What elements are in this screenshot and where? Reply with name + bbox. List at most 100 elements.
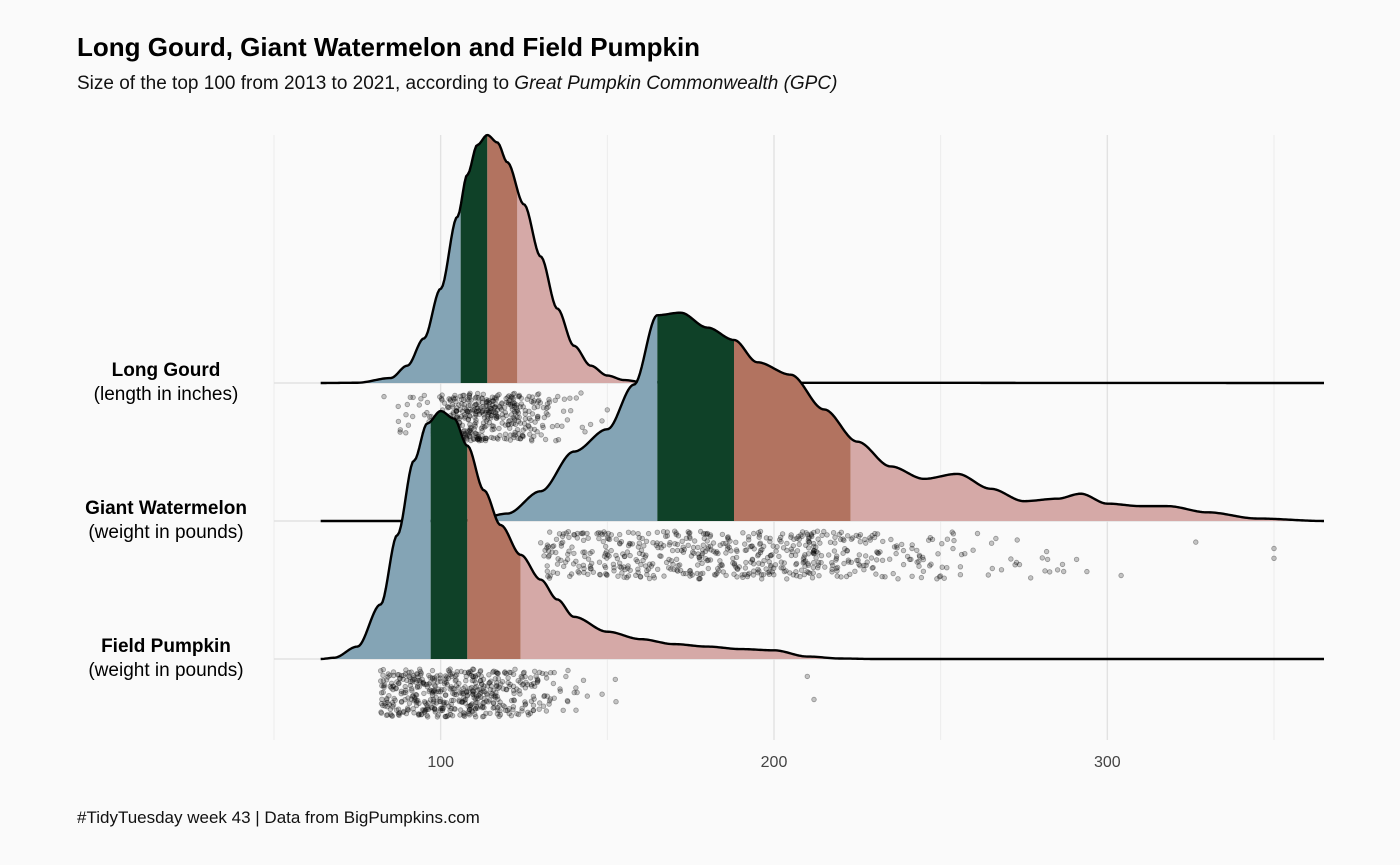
quantile-band-4 (517, 189, 1324, 383)
data-point (601, 553, 608, 559)
data-point (481, 704, 487, 711)
data-point (469, 708, 475, 715)
data-point (509, 400, 515, 406)
data-point (473, 417, 479, 423)
data-point (852, 568, 858, 574)
data-point (429, 705, 435, 711)
data-point (769, 569, 775, 575)
data-point (495, 414, 501, 420)
data-point (804, 569, 810, 575)
data-point (400, 676, 406, 682)
data-point (507, 437, 514, 443)
data-point (466, 392, 472, 398)
data-point (522, 702, 528, 708)
data-point (777, 537, 783, 543)
data-point (719, 561, 725, 568)
data-point (638, 561, 644, 568)
data-point (442, 679, 448, 685)
data-point (401, 708, 407, 715)
data-point (483, 399, 489, 405)
data-point (704, 531, 710, 537)
data-point (794, 535, 800, 541)
data-point (479, 409, 485, 415)
data-point (811, 547, 817, 554)
data-point (479, 395, 485, 401)
data-point (478, 673, 484, 679)
data-point (810, 550, 817, 557)
data-point (495, 685, 501, 692)
data-point (486, 400, 493, 406)
data-point (447, 686, 453, 692)
data-point (847, 571, 853, 577)
data-point (431, 705, 438, 712)
data-point (515, 678, 521, 684)
data-point (461, 697, 468, 703)
data-point (422, 708, 428, 714)
data-point (497, 708, 503, 714)
data-point (437, 394, 443, 400)
data-point (453, 408, 459, 414)
data-point (755, 551, 762, 558)
data-point (855, 557, 861, 563)
data-point (439, 705, 445, 711)
data-point (430, 696, 436, 702)
data-point (545, 412, 551, 418)
data-point (463, 688, 470, 695)
data-point (447, 666, 453, 672)
data-point (565, 667, 571, 674)
data-point (429, 688, 435, 694)
data-point (815, 559, 822, 566)
data-point (461, 412, 468, 418)
data-point (580, 677, 587, 683)
data-point (447, 707, 453, 714)
data-point (435, 686, 442, 692)
data-point (854, 557, 860, 564)
data-point (633, 557, 639, 563)
data-point (441, 686, 447, 693)
data-point (460, 695, 467, 701)
data-point (745, 571, 751, 578)
data-point (493, 669, 499, 675)
data-point (412, 696, 418, 703)
data-point (575, 568, 581, 575)
data-point (537, 700, 543, 706)
data-point (530, 693, 537, 699)
data-point (479, 681, 485, 687)
data-point (467, 685, 473, 692)
data-point (677, 562, 683, 568)
data-point (421, 699, 428, 705)
data-point (743, 547, 750, 553)
data-point (460, 699, 466, 705)
chart-subtitle: Size of the top 100 from 2013 to 2021, a… (77, 73, 837, 95)
data-point (740, 530, 746, 536)
data-point (470, 666, 477, 673)
data-point (459, 422, 466, 428)
data-point (518, 401, 525, 407)
data-point (1046, 569, 1053, 575)
data-point (645, 566, 652, 572)
data-point (714, 570, 720, 577)
data-point (792, 552, 799, 558)
data-point (557, 688, 563, 694)
data-point (641, 543, 647, 549)
data-point (530, 707, 537, 713)
data-point (465, 688, 471, 694)
data-point (565, 698, 571, 705)
data-point (553, 536, 560, 542)
data-point (894, 543, 900, 549)
data-point (519, 682, 525, 688)
data-point (747, 544, 753, 550)
data-point (1054, 567, 1061, 573)
data-point (423, 681, 430, 688)
data-point (1027, 575, 1034, 581)
data-point (772, 562, 779, 568)
data-point (811, 559, 817, 566)
data-point (497, 405, 503, 411)
data-point (444, 713, 450, 720)
data-point (479, 681, 485, 687)
data-point (704, 557, 710, 564)
data-point (565, 551, 571, 557)
data-point (957, 572, 964, 578)
data-point (424, 702, 430, 708)
data-point (805, 538, 811, 544)
